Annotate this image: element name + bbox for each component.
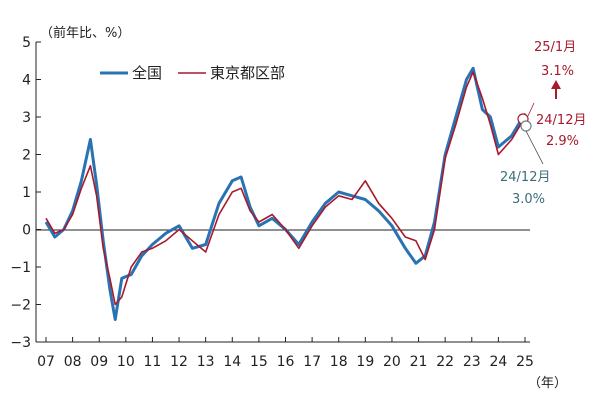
annotation-arrow-head: [551, 80, 561, 89]
x-tick-label: 11: [144, 354, 162, 370]
y-tick-label: 3: [22, 110, 31, 126]
annotations: 25/1月 3.1% 24/12月 2.9% 24/12月 3.0%: [500, 40, 586, 207]
annotation-25-1-value: 3.1%: [541, 64, 574, 79]
y-tick-label: 4: [22, 73, 31, 89]
x-tick-label: 07: [37, 354, 55, 370]
annotation-24-12-red-value: 2.9%: [546, 134, 579, 149]
series-line-national: [44, 66, 525, 321]
x-tick-label: 12: [170, 354, 188, 370]
y-tick-label: −2: [10, 298, 31, 314]
legend-label-national: 全国: [132, 64, 162, 82]
y-unit-label: （前年比、%）: [40, 25, 130, 41]
annotation-24-12-blue-label: 24/12月: [500, 170, 550, 185]
x-tick-label: 13: [197, 354, 215, 370]
x-tick-label: 22: [436, 354, 454, 370]
annotation-24-12-leader: [525, 130, 544, 165]
x-tick-label: 16: [277, 354, 295, 370]
legend-label-tokyo: 東京都区部: [210, 64, 285, 82]
x-tick-label: 15: [250, 354, 268, 370]
y-ticks: 5 4 3 2 1 0 −1 −2 −3: [10, 35, 41, 351]
x-tick-label: 24: [489, 354, 507, 370]
x-tick-label: 17: [303, 354, 321, 370]
x-tick-label: 20: [383, 354, 401, 370]
legend: 全国 東京都区部: [100, 64, 285, 82]
y-tick-label: 2: [22, 148, 31, 164]
x-tick-label: 19: [356, 354, 374, 370]
x-tick-label: 14: [223, 354, 241, 370]
x-ticks: 07 08 09 10 11 12 13 14 15 16 17 18 19 20 21 22 23 24 25: [37, 337, 534, 370]
x-unit-label: （年）: [528, 376, 567, 391]
x-tick-label: 08: [64, 354, 82, 370]
x-tick-label: 10: [117, 354, 135, 370]
y-tick-label: 1: [22, 185, 31, 201]
x-tick-label: 21: [410, 354, 428, 370]
y-tick-label: −3: [10, 335, 31, 351]
series-line-tokyo: [45, 71, 526, 306]
annotation-24-12-blue-value: 3.0%: [512, 192, 545, 207]
annotation-25-1-leader: [527, 102, 535, 117]
y-tick-label: 5: [22, 35, 31, 51]
annotation-24-12-red-label: 24/12月: [536, 113, 586, 128]
x-tick-label: 09: [90, 354, 108, 370]
x-tick-label: 23: [463, 354, 481, 370]
x-tick-label: 18: [330, 354, 348, 370]
annotation-25-1-label: 25/1月: [534, 40, 576, 55]
y-tick-label: 0: [22, 223, 31, 239]
x-tick-label: 25: [516, 354, 534, 370]
marker-24-12: [520, 120, 532, 132]
series-layer: [44, 66, 526, 321]
y-tick-label: −1: [10, 260, 31, 276]
